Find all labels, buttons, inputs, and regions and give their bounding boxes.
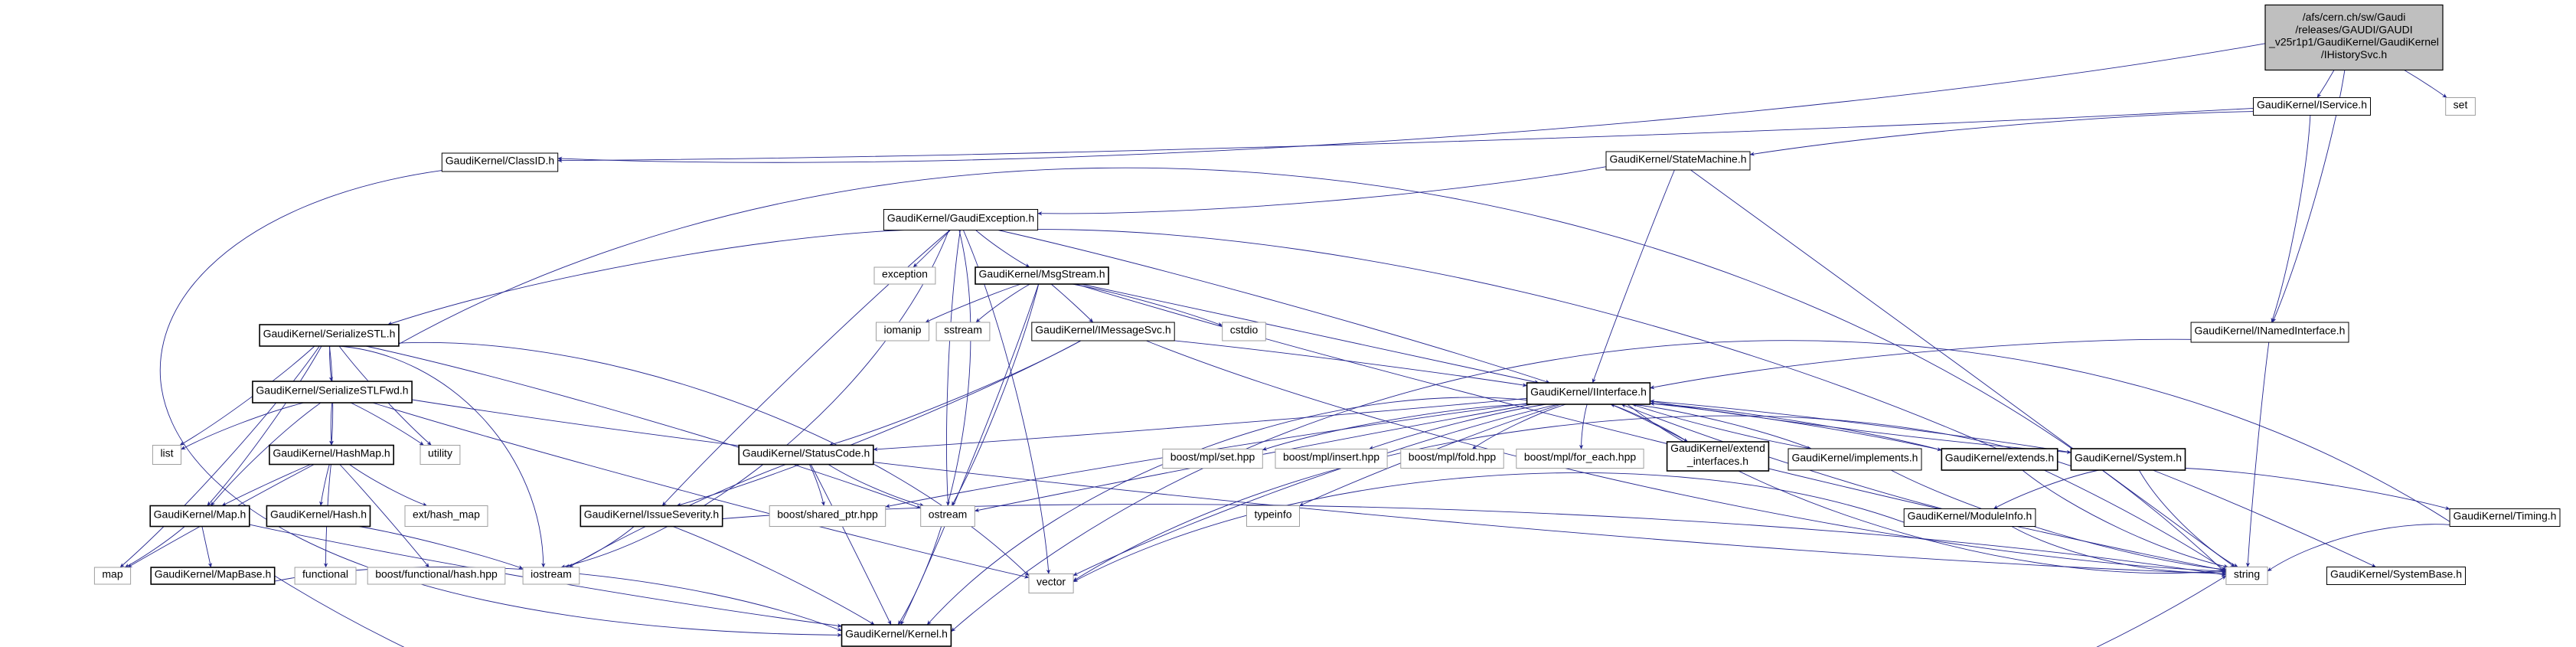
- svg-text:GaudiKernel/extends.h: GaudiKernel/extends.h: [1945, 452, 2054, 464]
- svg-text:GaudiKernel/ClassID.h: GaudiKernel/ClassID.h: [446, 155, 554, 167]
- svg-text:GaudiKernel/Kernel.h: GaudiKernel/Kernel.h: [845, 628, 948, 640]
- svg-text:GaudiKernel/ModuleInfo.h: GaudiKernel/ModuleInfo.h: [1908, 510, 2032, 522]
- svg-text:cstdio: cstdio: [1230, 324, 1259, 336]
- svg-text:boost/mpl/set.hpp: boost/mpl/set.hpp: [1170, 451, 1255, 463]
- svg-text:vector: vector: [1037, 576, 1066, 588]
- svg-text:GaudiKernel/Hash.h: GaudiKernel/Hash.h: [270, 508, 367, 521]
- svg-text:/afs/cern.ch/sw/Gaudi: /afs/cern.ch/sw/Gaudi: [2303, 11, 2406, 23]
- svg-text:ext/hash_map: ext/hash_map: [413, 508, 480, 521]
- svg-text:GaudiKernel/MsgStream.h: GaudiKernel/MsgStream.h: [979, 268, 1105, 280]
- svg-text:GaudiKernel/Map.h: GaudiKernel/Map.h: [154, 508, 246, 521]
- svg-text:GaudiKernel/IService.h: GaudiKernel/IService.h: [2257, 99, 2367, 111]
- svg-text:map: map: [102, 568, 122, 580]
- svg-text:boost/mpl/for_each.hpp: boost/mpl/for_each.hpp: [1524, 451, 1637, 463]
- svg-text:GaudiKernel/IMessageSvc.h: GaudiKernel/IMessageSvc.h: [1035, 324, 1170, 336]
- svg-text:list: list: [160, 447, 173, 459]
- svg-text:_interfaces.h: _interfaces.h: [1686, 455, 1748, 467]
- svg-text:utility: utility: [428, 447, 452, 459]
- svg-text:boost/functional/hash.hpp: boost/functional/hash.hpp: [375, 568, 498, 580]
- svg-text:exception: exception: [882, 268, 928, 280]
- svg-text:boost/mpl/fold.hpp: boost/mpl/fold.hpp: [1409, 451, 1497, 463]
- svg-text:sstream: sstream: [944, 324, 982, 336]
- svg-text:GaudiKernel/System.h: GaudiKernel/System.h: [2075, 452, 2182, 464]
- svg-text:/IHistorySvc.h: /IHistorySvc.h: [2321, 48, 2387, 60]
- svg-text:GaudiKernel/SystemBase.h: GaudiKernel/SystemBase.h: [2330, 568, 2462, 580]
- svg-text:GaudiKernel/implements.h: GaudiKernel/implements.h: [1792, 452, 1918, 464]
- svg-text:boost/shared_ptr.hpp: boost/shared_ptr.hpp: [777, 508, 878, 521]
- svg-text:GaudiKernel/IssueSeverity.h: GaudiKernel/IssueSeverity.h: [584, 508, 719, 521]
- svg-text:iostream: iostream: [531, 568, 572, 580]
- svg-text:GaudiKernel/StatusCode.h: GaudiKernel/StatusCode.h: [743, 447, 870, 459]
- svg-text:GaudiKernel/INamedInterface.h: GaudiKernel/INamedInterface.h: [2195, 325, 2346, 337]
- svg-text:GaudiKernel/SerializeSTL.h: GaudiKernel/SerializeSTL.h: [263, 328, 396, 340]
- svg-text:GaudiKernel/Timing.h: GaudiKernel/Timing.h: [2454, 510, 2557, 522]
- svg-text:GaudiKernel/StateMachine.h: GaudiKernel/StateMachine.h: [1610, 153, 1747, 165]
- svg-text:typeinfo: typeinfo: [1254, 508, 1291, 521]
- svg-text:GaudiKernel/SerializeSTLFwd.h: GaudiKernel/SerializeSTLFwd.h: [256, 384, 408, 397]
- svg-text:string: string: [2234, 568, 2260, 580]
- svg-text:GaudiKernel/MapBase.h: GaudiKernel/MapBase.h: [155, 568, 272, 580]
- svg-text:boost/mpl/insert.hpp: boost/mpl/insert.hpp: [1283, 451, 1379, 463]
- svg-text:iomanip: iomanip: [883, 324, 921, 336]
- svg-text:GaudiKernel/GaudiException.h: GaudiKernel/GaudiException.h: [887, 212, 1034, 224]
- svg-text:/releases/GAUDI/GAUDI: /releases/GAUDI/GAUDI: [2295, 23, 2412, 35]
- svg-text:GaudiKernel/IInterface.h: GaudiKernel/IInterface.h: [1530, 386, 1647, 398]
- svg-text:GaudiKernel/HashMap.h: GaudiKernel/HashMap.h: [273, 447, 390, 459]
- svg-text:functional: functional: [302, 568, 348, 580]
- svg-text:set: set: [2454, 99, 2468, 111]
- svg-text:_v25r1p1/GaudiKernel/GaudiKern: _v25r1p1/GaudiKernel/GaudiKernel: [2268, 36, 2439, 48]
- svg-text:ostream: ostream: [929, 508, 968, 521]
- svg-text:GaudiKernel/extend: GaudiKernel/extend: [1670, 442, 1765, 454]
